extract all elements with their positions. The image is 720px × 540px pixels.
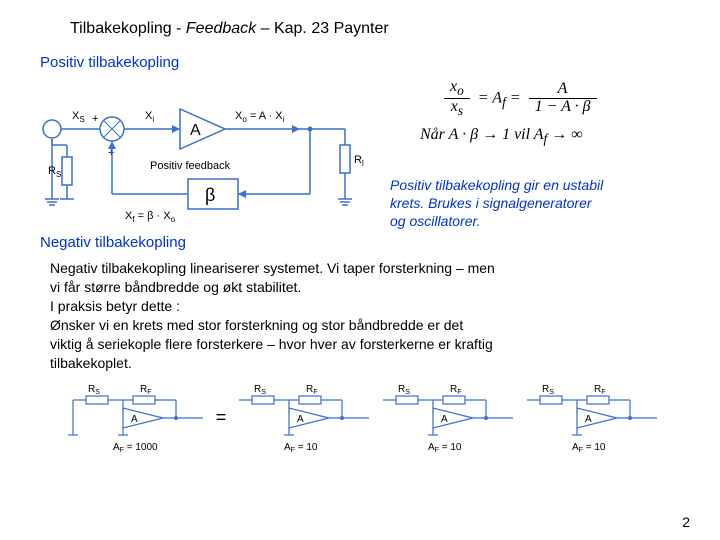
- neg-p1: Negativ tilbakekopling lineariserer syst…: [50, 260, 495, 276]
- neg-p5: viktig å seriekople flere forsterkere – …: [50, 336, 493, 352]
- f-eq1: = A: [478, 89, 502, 106]
- negative-text: Negativ tilbakekopling lineariserer syst…: [50, 259, 680, 372]
- svg-text:RF: RF: [306, 384, 318, 396]
- svg-text:Xo = A · Xi: Xo = A · Xi: [235, 110, 285, 124]
- svg-text:AF = 10: AF = 10: [572, 442, 606, 454]
- pos-t3: og oscillatorer.: [390, 213, 481, 229]
- pos-t1: Positiv tilbakekopling gir en ustabil: [390, 177, 603, 193]
- svg-text:Xf = β · Xo: Xf = β · Xo: [125, 210, 176, 224]
- svg-text:A: A: [585, 414, 592, 425]
- st-a: A: [131, 414, 138, 425]
- svg-text:AF = 1000: AF = 1000: [113, 442, 158, 454]
- Rl-sub: l: [362, 159, 364, 168]
- plus1: +: [92, 113, 98, 125]
- svg-text:Xi: Xi: [145, 110, 154, 124]
- xs-sub: S: [79, 115, 84, 124]
- svg-text:RS: RS: [88, 384, 100, 396]
- Rs: R: [48, 165, 56, 177]
- pos-feedback-svg: XS + + Xi A Xo = A · Xi: [40, 79, 370, 229]
- Rs-sub: S: [56, 170, 61, 179]
- svg-text:A: A: [441, 414, 448, 425]
- st-rs-sub: S: [95, 389, 100, 396]
- neg-stage-2: RS RF A AF = 10: [378, 380, 518, 455]
- gain-formula: xo xs = Af = A 1 − A · β: [440, 79, 680, 118]
- svg-text:RF: RF: [594, 384, 606, 396]
- positive-text: Positiv tilbakekopling gir en ustabil kr…: [390, 176, 680, 231]
- st-rf: R: [140, 384, 147, 395]
- limit-line: Når A · β → 1 vil Af → ∞: [420, 126, 680, 147]
- xo-eq-sub: i: [283, 115, 285, 124]
- xf-eq: = β · X: [135, 210, 172, 222]
- svg-text:XS: XS: [72, 110, 85, 124]
- title-italic: Feedback: [186, 20, 256, 37]
- svg-text:RS: RS: [542, 384, 554, 396]
- positive-feedback-diagram: XS + + Xi A Xo = A · Xi: [40, 79, 370, 229]
- amp-A: A: [190, 122, 201, 139]
- neg-stage-big: RS RF A AF = 1000: [68, 380, 208, 455]
- Rl: R: [354, 154, 362, 166]
- svg-text:AF = 10: AF = 10: [284, 442, 318, 454]
- limit-suffix: → ∞: [547, 126, 582, 143]
- svg-text:A: A: [297, 414, 304, 425]
- negative-heading: Negativ tilbakekopling: [40, 234, 680, 251]
- f-lhs-den: x: [451, 98, 458, 115]
- svg-text:RF: RF: [450, 384, 462, 396]
- f-rhs-num: A: [529, 81, 597, 98]
- xf-eq-sub: o: [171, 215, 176, 224]
- pos-t2: krets. Brukes i signalgeneratorer: [390, 195, 592, 211]
- f-lhs-den-sub: s: [458, 103, 463, 118]
- equals-sep: =: [212, 407, 231, 428]
- f-rhs-den: 1 − A · β: [529, 98, 597, 116]
- f-lhs-num-sub: o: [457, 83, 464, 98]
- svg-text:Rl: Rl: [354, 154, 364, 168]
- svg-text:RS: RS: [398, 384, 410, 396]
- st-big: = 1000: [124, 442, 158, 453]
- title-prefix: Tilbakekopling -: [70, 20, 186, 37]
- page-title: Tilbakekopling - Feedback – Kap. 23 Payn…: [70, 20, 680, 38]
- page-number: 2: [682, 514, 690, 530]
- title-suffix: – Kap. 23 Paynter: [256, 20, 389, 37]
- neg-p4: Ønsker vi en krets med stor forsterkning…: [50, 317, 463, 333]
- svg-text:RF: RF: [140, 384, 152, 396]
- svg-text:RS: RS: [254, 384, 266, 396]
- negative-stages-row: RS RF A AF = 1000: [50, 380, 680, 455]
- st-rs: R: [88, 384, 95, 395]
- svg-text:RS: RS: [48, 165, 61, 179]
- pos-fb-label: Positiv feedback: [150, 160, 231, 172]
- neg-p3: I praksis betyr dette :: [50, 298, 180, 314]
- f-eq2: =: [506, 89, 525, 106]
- neg-p2: vi får større båndbredde og økt stabilit…: [50, 279, 301, 295]
- positive-heading: Positiv tilbakekopling: [40, 54, 680, 71]
- xo-eq: = A · X: [247, 110, 283, 122]
- st-rf-sub: F: [147, 389, 151, 396]
- neg-stage-3: RS RF A AF = 10: [522, 380, 662, 455]
- neg-p6: tilbakekoplet.: [50, 355, 132, 371]
- limit-prefix: Når A · β → 1 vil A: [420, 126, 544, 143]
- beta-box: β: [205, 185, 215, 205]
- neg-stage-1: RS RF A AF = 10: [234, 380, 374, 455]
- svg-text:AF = 10: AF = 10: [428, 442, 462, 454]
- xi-sub: i: [152, 115, 154, 124]
